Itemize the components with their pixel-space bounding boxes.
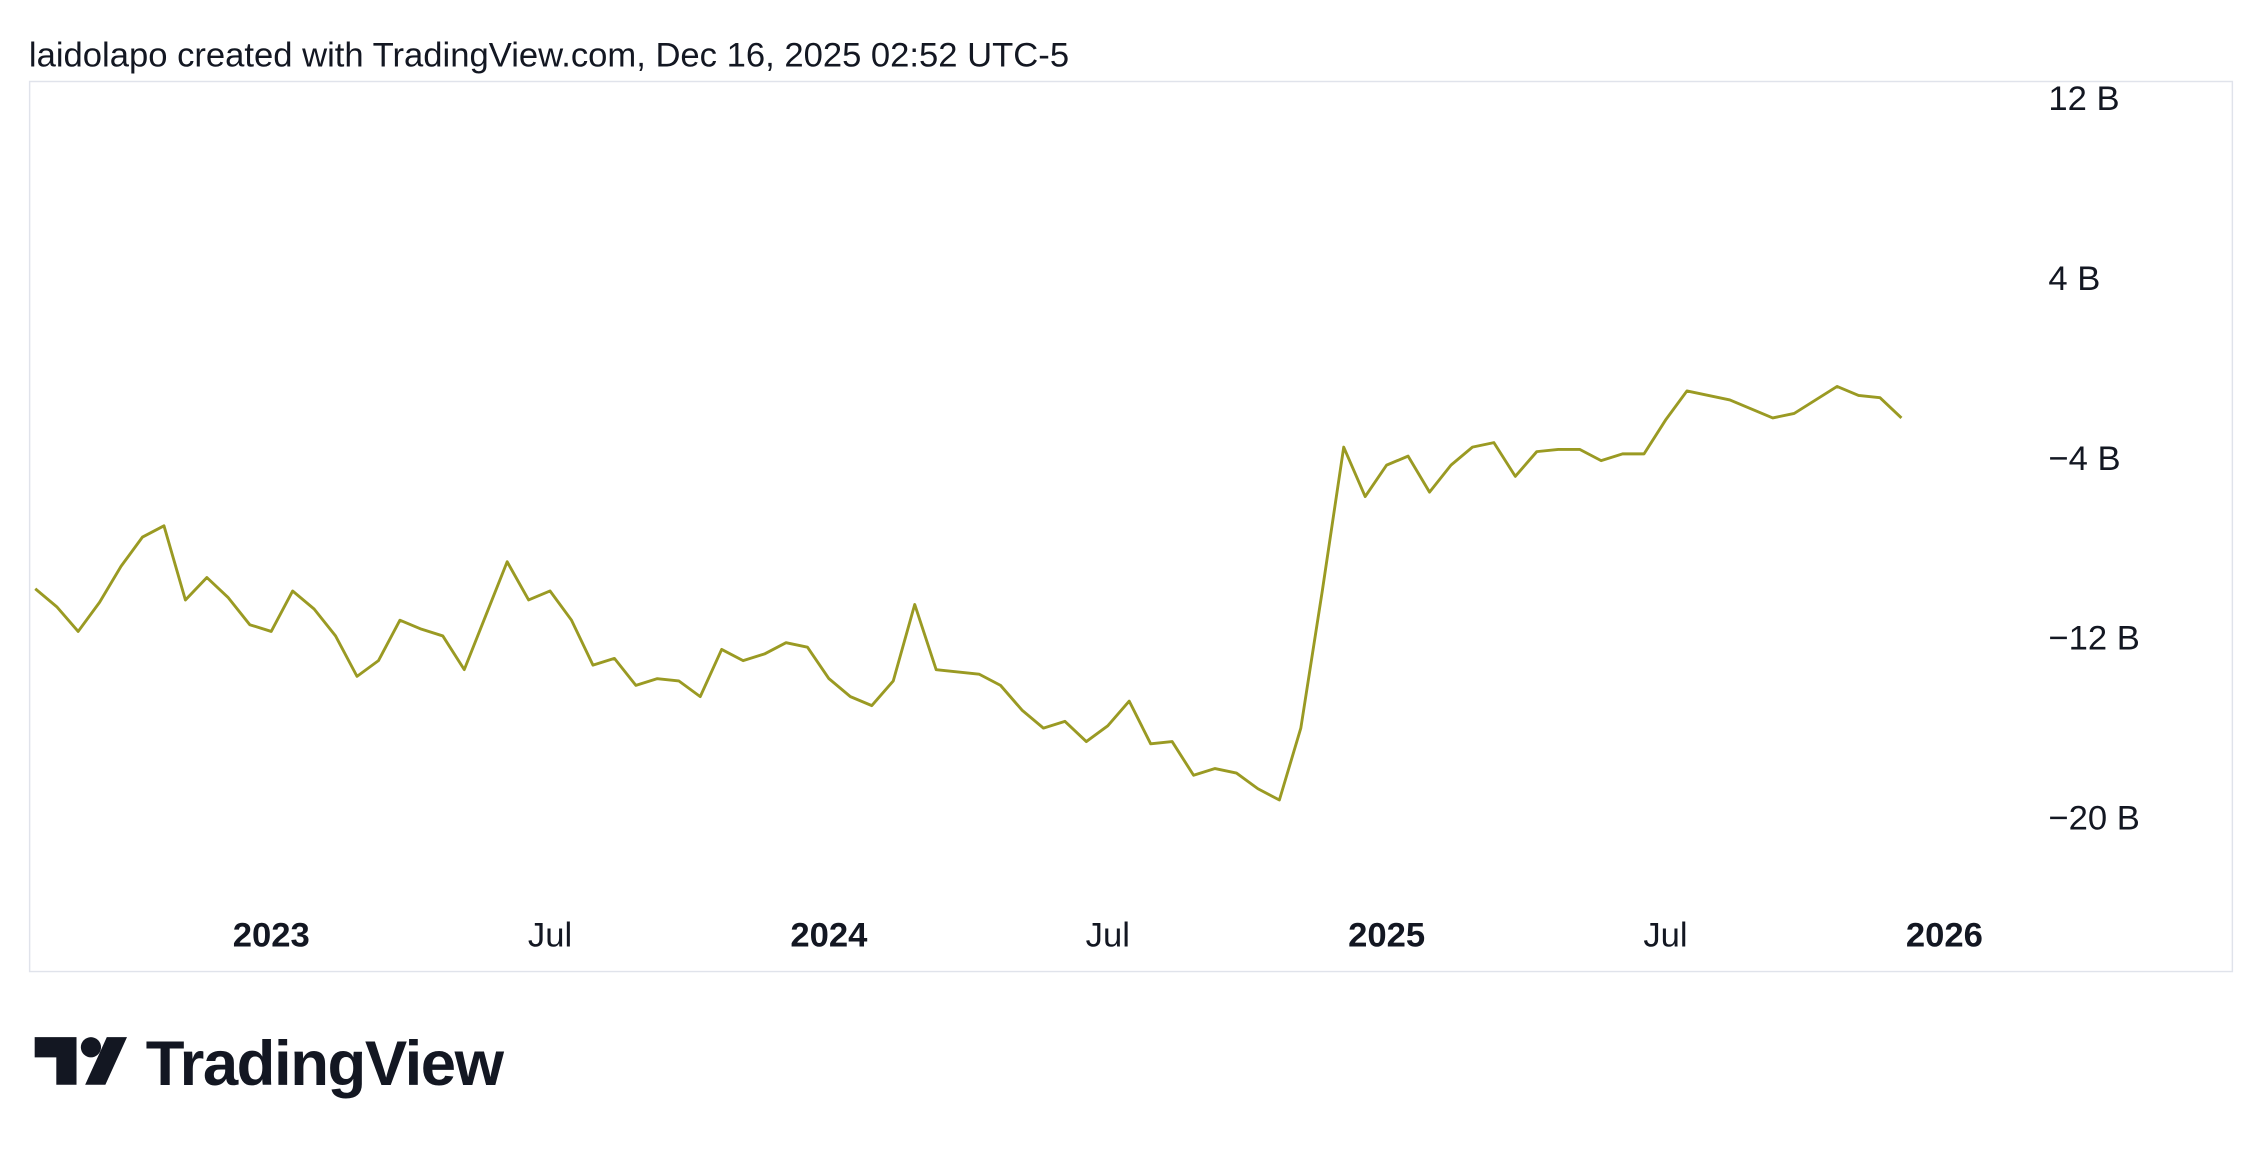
header-text: laidolapo created with TradingView.com, … <box>29 36 1069 74</box>
x-tick-label: Jul <box>1086 916 1130 954</box>
logo-dot <box>80 1037 102 1058</box>
x-tick-label: Jul <box>1643 916 1687 954</box>
brand-text: TradingView <box>146 1029 505 1099</box>
y-tick-label: −20 B <box>2048 799 2139 837</box>
y-tick-label: 4 B <box>2048 260 2100 298</box>
logo-slash <box>85 1037 128 1085</box>
x-tick-label: 2026 <box>1906 916 1983 954</box>
y-tick-label: −4 B <box>2048 440 2120 478</box>
y-tick-label: −12 B <box>2048 620 2139 658</box>
x-tick-label: Jul <box>528 916 572 954</box>
plot-frame <box>28 80 2234 973</box>
series-line <box>34 385 1903 802</box>
logo: TradingView <box>34 1029 506 1099</box>
y-tick-label: 12 B <box>2048 80 2119 118</box>
x-tick-label: 2024 <box>790 916 868 954</box>
x-tick-label: 2023 <box>233 916 310 954</box>
x-tick-label: 2025 <box>1348 916 1425 954</box>
logo-mark <box>34 1037 77 1085</box>
